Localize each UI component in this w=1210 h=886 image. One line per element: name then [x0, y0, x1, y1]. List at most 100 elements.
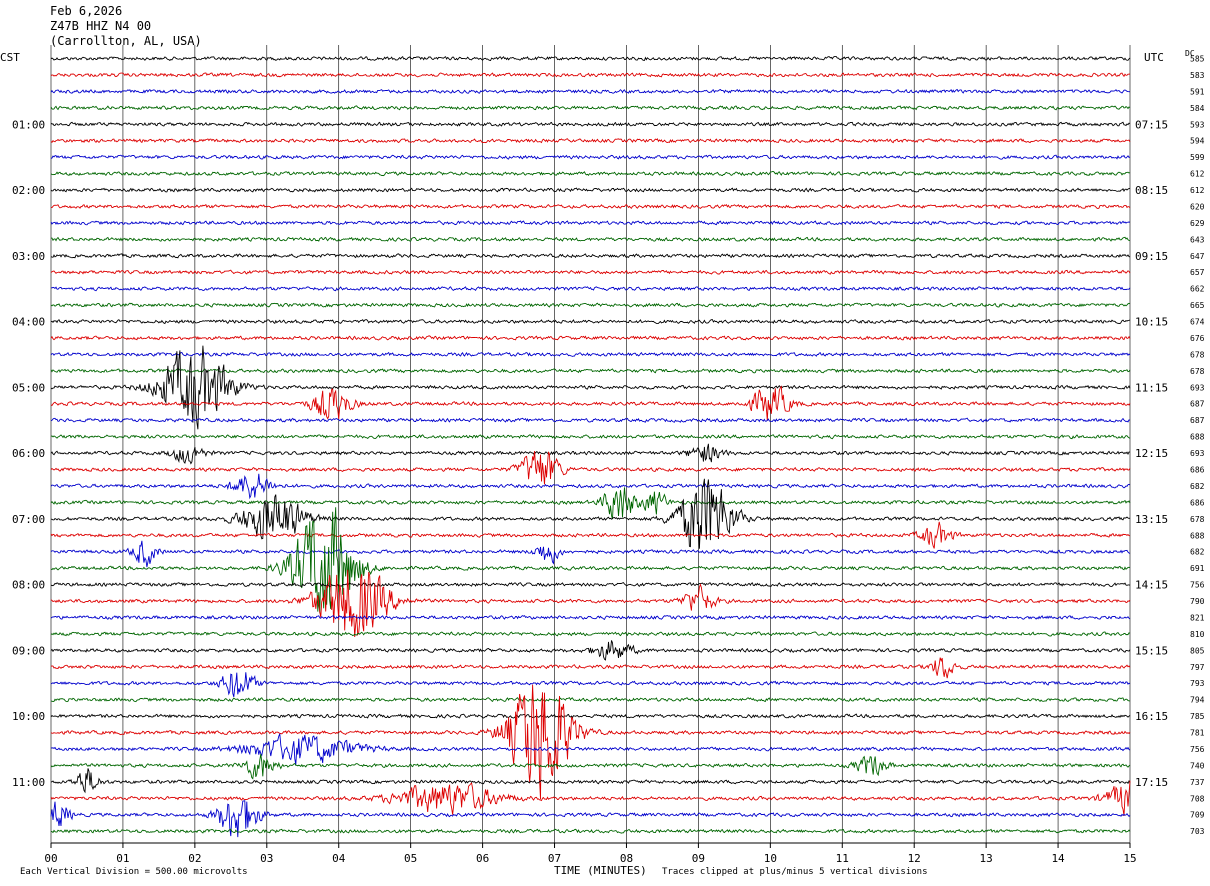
trace-line — [50, 631, 1131, 637]
dc-offset-value: 612 — [1190, 170, 1205, 179]
trace-line — [50, 286, 1131, 292]
dc-offset-value: 686 — [1190, 498, 1205, 507]
dc-offset-value: 709 — [1190, 811, 1205, 820]
dc-offset-value: 584 — [1190, 104, 1205, 113]
trace-line — [50, 220, 1131, 226]
clip-note: Traces clipped at plus/minus 5 vertical … — [662, 867, 928, 877]
x-tick-label: 02 — [188, 852, 201, 865]
trace-line — [50, 345, 1131, 430]
trace-line — [50, 368, 1131, 374]
x-tick-label: 07 — [548, 852, 561, 865]
trace-line — [50, 697, 1131, 703]
x-tick-label: 05 — [404, 852, 417, 865]
cst-hour-label: 03:00 — [12, 250, 45, 263]
x-tick-label: 08 — [620, 852, 633, 865]
plot-date: Feb 6,2026 — [50, 4, 123, 18]
trace-line — [50, 684, 1131, 800]
x-tick-label: 04 — [332, 852, 346, 865]
x-tick-label: 11 — [836, 852, 849, 865]
dc-offset-value: 691 — [1190, 564, 1205, 573]
trace-line — [50, 88, 1131, 94]
dc-offset-value: 682 — [1190, 548, 1205, 557]
dc-offset-value: 620 — [1190, 202, 1205, 211]
trace-line — [50, 800, 1131, 838]
dc-offset-value: 643 — [1190, 235, 1205, 244]
trace-line — [50, 417, 1131, 423]
trace-line — [50, 507, 1131, 614]
utc-hour-label: 15:15 — [1135, 644, 1168, 657]
dc-offset-value: 676 — [1190, 334, 1205, 343]
x-tick-label: 03 — [260, 852, 273, 865]
dc-offset-value: 678 — [1190, 367, 1205, 376]
utc-hour-label: 13:15 — [1135, 513, 1168, 526]
trace-line — [50, 171, 1131, 177]
dc-offset-value: 647 — [1190, 252, 1205, 261]
trace-line — [50, 521, 1131, 549]
dc-offset-value: 693 — [1190, 383, 1205, 392]
dc-offset-value: 583 — [1190, 71, 1205, 80]
dc-offset-value: 629 — [1190, 219, 1205, 228]
cst-hour-label: 06:00 — [12, 447, 45, 460]
trace-line — [50, 203, 1131, 209]
trace-line — [50, 540, 1131, 568]
cst-hour-label: 08:00 — [12, 579, 45, 592]
trace-line — [50, 487, 1131, 520]
dc-offset-value: 785 — [1190, 712, 1205, 721]
trace-line — [50, 385, 1131, 421]
dc-offset-value: 810 — [1190, 630, 1205, 639]
dc-offset-value: 805 — [1190, 646, 1205, 655]
x-tick-label: 15 — [1123, 852, 1136, 865]
minute-grid — [50, 45, 1131, 848]
dc-offset-value: 793 — [1190, 679, 1205, 688]
trace-line — [50, 154, 1131, 160]
trace-line — [50, 473, 1131, 500]
station-location: (Carrollton, AL, USA) — [50, 34, 202, 48]
x-tick-label: 06 — [476, 852, 489, 865]
x-tick-label: 14 — [1051, 852, 1065, 865]
trace-line — [50, 302, 1131, 308]
station-code: Z47B HHZ N4 00 — [50, 19, 152, 33]
dc-offset-value: 790 — [1190, 597, 1205, 606]
dc-offset-value: 687 — [1190, 400, 1205, 409]
dc-offset-value: 678 — [1190, 350, 1205, 359]
left-timezone-label: CST — [0, 51, 20, 64]
trace-line — [50, 443, 1131, 465]
dc-offset-value: 688 — [1190, 433, 1205, 442]
x-tick-label: 00 — [44, 852, 57, 865]
trace-line — [50, 657, 1131, 679]
trace-line — [50, 640, 1131, 661]
dc-offset-value: 756 — [1190, 581, 1205, 590]
dc-offset-value: 678 — [1190, 515, 1205, 524]
dc-offset-header: DC — [1185, 49, 1195, 58]
x-axis-label: TIME (MINUTES) — [554, 864, 647, 877]
utc-hour-label: 07:15 — [1135, 118, 1168, 131]
right-timezone-label: UTC — [1144, 51, 1164, 64]
dc-offset-value: 674 — [1190, 318, 1205, 327]
trace-line — [50, 828, 1131, 834]
trace-line — [50, 335, 1131, 341]
utc-hour-label: 09:15 — [1135, 250, 1168, 263]
utc-hour-label: 16:15 — [1135, 710, 1168, 723]
seismic-traces — [50, 56, 1131, 838]
trace-line — [50, 753, 1131, 780]
trace-line — [50, 672, 1131, 698]
trace-line — [50, 733, 1131, 765]
utc-hour-label: 08:15 — [1135, 184, 1168, 197]
trace-line — [50, 450, 1131, 485]
dc-offset-value: 703 — [1190, 827, 1205, 836]
dc-offset-value: 740 — [1190, 761, 1205, 770]
x-tick-label: 01 — [116, 852, 129, 865]
utc-hour-label: 12:15 — [1135, 447, 1168, 460]
dc-offset-value: 612 — [1190, 186, 1205, 195]
cst-hour-label: 02:00 — [12, 184, 45, 197]
time-labels: 00 01 02 03 04 05 06 07 08 09 10 11 12 13 14 15 585 583 59… — [12, 55, 1205, 866]
trace-line — [50, 72, 1131, 78]
dc-offset-value: 821 — [1190, 613, 1205, 622]
x-tick-label: 09 — [692, 852, 705, 865]
trace-line — [50, 351, 1131, 357]
dc-offset-value: 585 — [1190, 55, 1205, 64]
cst-hour-label: 10:00 — [12, 710, 45, 723]
dc-offset-value: 708 — [1190, 794, 1205, 803]
trace-line — [50, 615, 1131, 621]
